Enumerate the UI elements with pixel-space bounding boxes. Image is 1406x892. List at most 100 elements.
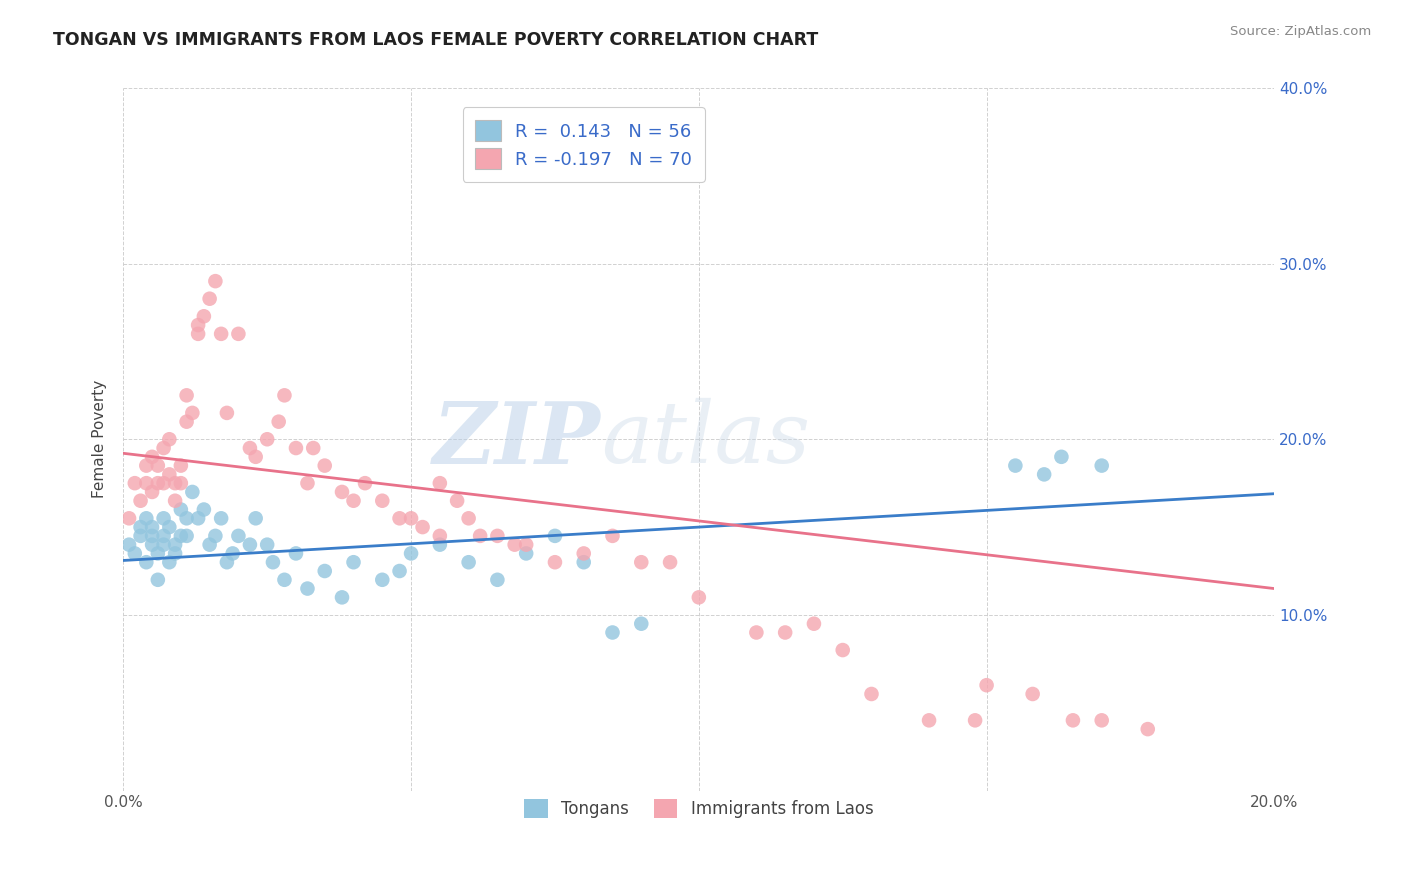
Point (118, 511, 141, 525)
Point (918, 714, 941, 728)
Point (135, 511, 157, 525)
Point (314, 564, 336, 578)
Point (457, 511, 479, 525)
Point (221, 546, 243, 560)
Point (135, 476, 157, 491)
Point (165, 546, 187, 560)
Point (135, 555, 157, 569)
Point (630, 616, 652, 631)
Point (544, 529, 567, 543)
Point (152, 476, 174, 491)
Point (187, 511, 209, 525)
Point (273, 388, 295, 402)
Point (284, 546, 307, 560)
Point (314, 458, 336, 473)
Point (176, 388, 198, 402)
Point (124, 546, 146, 560)
Point (170, 476, 193, 491)
Point (215, 406, 238, 420)
Point (1091, 714, 1114, 728)
Point (204, 274, 226, 288)
Point (429, 529, 451, 543)
Point (187, 318, 209, 332)
Point (976, 678, 998, 692)
Point (773, 625, 796, 640)
Point (342, 555, 364, 569)
Point (412, 520, 434, 534)
Point (152, 441, 174, 455)
Point (165, 493, 187, 508)
Point (273, 573, 295, 587)
Point (446, 493, 468, 508)
Point (198, 538, 221, 552)
Point (141, 450, 163, 464)
Point (486, 573, 509, 587)
Point (239, 538, 262, 552)
Point (330, 591, 353, 605)
Point (193, 502, 215, 516)
Point (141, 520, 163, 534)
Point (228, 326, 250, 341)
Point (176, 415, 198, 429)
Point (245, 450, 267, 464)
Point (170, 458, 193, 473)
Point (860, 687, 883, 701)
Point (342, 493, 364, 508)
Point (165, 538, 187, 552)
Point (187, 326, 209, 341)
Point (152, 538, 174, 552)
Point (965, 714, 987, 728)
Point (141, 538, 163, 552)
Point (1050, 450, 1073, 464)
Point (284, 441, 307, 455)
Point (228, 529, 250, 543)
Point (399, 546, 422, 560)
Point (135, 458, 157, 473)
Point (297, 476, 319, 491)
Point (165, 476, 187, 491)
Point (157, 520, 180, 534)
Point (146, 546, 169, 560)
Point (170, 529, 193, 543)
Point (302, 441, 325, 455)
Point (152, 511, 174, 525)
Point (831, 643, 853, 657)
Point (1033, 467, 1056, 482)
Point (503, 538, 526, 552)
Legend: Tongans, Immigrants from Laos: Tongans, Immigrants from Laos (517, 792, 880, 824)
Point (267, 415, 290, 429)
Point (515, 538, 537, 552)
Point (572, 555, 595, 569)
Point (457, 555, 479, 569)
Point (181, 406, 204, 420)
Point (170, 502, 193, 516)
Point (1021, 687, 1043, 701)
Text: atlas: atlas (600, 398, 810, 481)
Point (146, 458, 169, 473)
Point (1136, 722, 1159, 736)
Point (544, 555, 567, 569)
Point (602, 625, 624, 640)
Point (118, 538, 141, 552)
Point (239, 441, 262, 455)
Point (129, 529, 152, 543)
Point (388, 564, 411, 578)
Point (515, 546, 537, 560)
Point (429, 538, 451, 552)
Point (198, 292, 221, 306)
Point (152, 529, 174, 543)
Point (129, 493, 152, 508)
Point (181, 485, 204, 500)
Point (1062, 714, 1084, 728)
Point (157, 555, 180, 569)
Point (157, 467, 180, 482)
Point (262, 555, 284, 569)
Point (659, 555, 682, 569)
Point (630, 555, 652, 569)
Point (1004, 458, 1026, 473)
Point (371, 493, 394, 508)
Point (256, 538, 278, 552)
Point (745, 625, 768, 640)
Point (602, 529, 624, 543)
Point (141, 485, 163, 500)
